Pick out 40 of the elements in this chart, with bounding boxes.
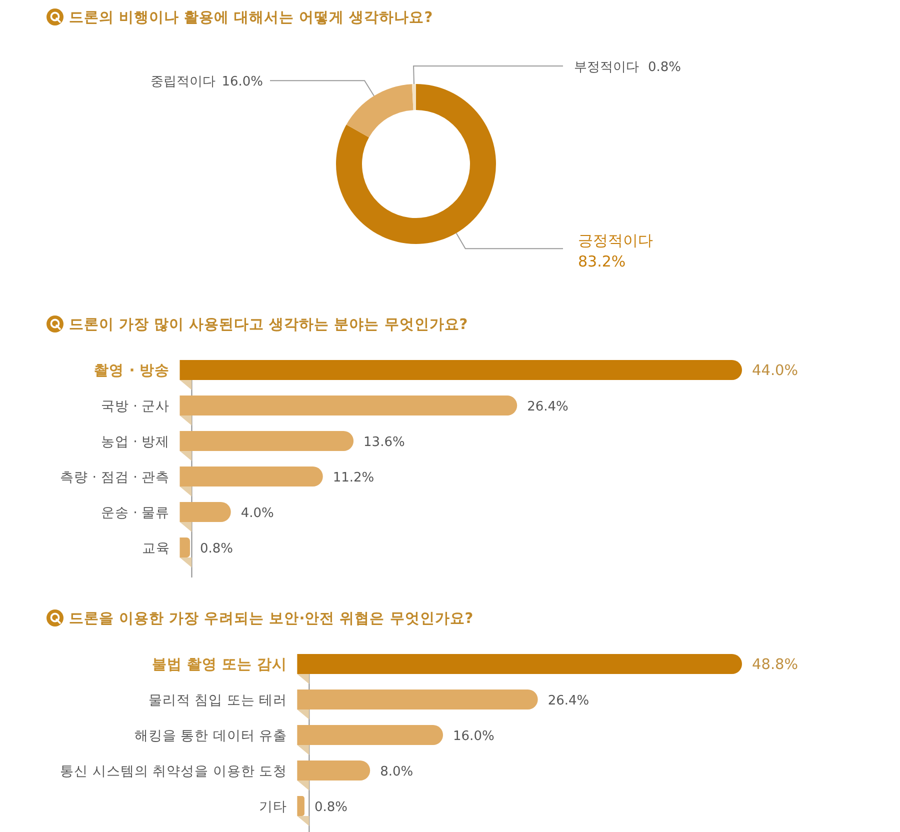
data-label: 26.4% bbox=[548, 694, 590, 708]
slice-label: 중립적이다 bbox=[150, 74, 216, 90]
bar bbox=[180, 502, 231, 522]
bar bbox=[180, 431, 354, 451]
data-label: 11.2% bbox=[332, 470, 374, 486]
data-label: 0.8% bbox=[200, 542, 234, 556]
bar bbox=[297, 690, 538, 710]
bar bbox=[180, 396, 518, 416]
y-tick-label: 촬영 · 방송 bbox=[94, 363, 170, 379]
data-label: 13.6% bbox=[364, 435, 405, 450]
y-tick-label: 측량 · 점검 · 관측 bbox=[60, 470, 170, 486]
chart-title: 드론을 이용한 가장 우려되는 보안·안전 위협은 무엇인가요? bbox=[69, 611, 474, 627]
y-tick-label: 물리적 침입 또는 테러 bbox=[148, 692, 288, 708]
data-label: 26.4% bbox=[527, 400, 568, 414]
data-label: 0.8% bbox=[648, 60, 682, 76]
data-label: 44.0% bbox=[752, 363, 798, 379]
data-label: 8.0% bbox=[380, 764, 414, 780]
data-label: 48.8% bbox=[752, 657, 798, 673]
y-tick-label: 농업 · 방제 bbox=[100, 434, 170, 450]
slice-label: 부정적이다 bbox=[574, 60, 639, 76]
y-tick-label: 운송 · 물류 bbox=[100, 505, 170, 521]
bar bbox=[180, 360, 742, 380]
data-label: 16.0% bbox=[222, 74, 263, 90]
data-label: 16.0% bbox=[453, 729, 494, 744]
slice-label: 긍정적이다 bbox=[578, 232, 653, 250]
bar bbox=[297, 654, 742, 674]
bar bbox=[180, 466, 323, 486]
y-tick-label: 통신 시스템의 취약성을 이용한 도청 bbox=[60, 764, 288, 780]
bar bbox=[297, 760, 370, 780]
y-tick-label: 국방 · 군사 bbox=[100, 398, 170, 414]
y-tick-label: 해킹을 통한 데이터 유출 bbox=[134, 728, 288, 744]
data-label: 0.8% bbox=[314, 800, 348, 815]
y-tick-label: 교육 bbox=[142, 540, 170, 556]
y-tick-label: 기타 bbox=[259, 799, 288, 815]
data-label: 83.2% bbox=[578, 252, 626, 271]
chart-title: 드론이 가장 많이 사용된다고 생각하는 분야는 무엇인가요? bbox=[69, 317, 468, 333]
bar bbox=[297, 725, 444, 745]
data-label: 4.0% bbox=[240, 506, 274, 521]
y-tick-label: 불법 촬영 또는 감시 bbox=[152, 657, 288, 673]
chart-title: 드론의 비행이나 활용에 대해서는 어떻게 생각하나요? bbox=[69, 10, 433, 26]
